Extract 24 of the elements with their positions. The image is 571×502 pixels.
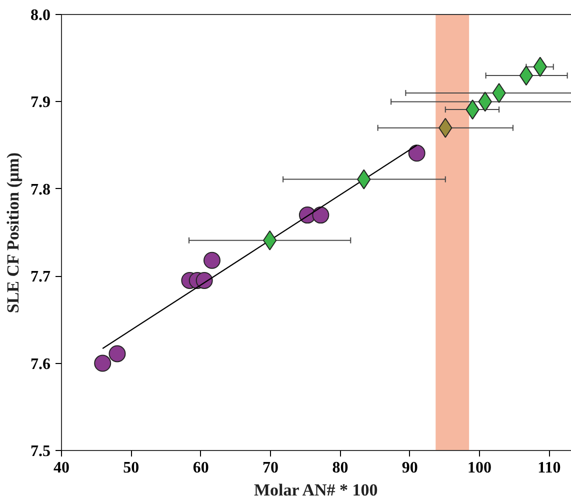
point [203, 252, 220, 269]
y-tick-label: 7.6 [30, 356, 50, 373]
point [94, 354, 112, 372]
point [108, 345, 126, 362]
point [196, 272, 213, 289]
x-tick-label: 70 [262, 460, 279, 476]
y-tick-label: 7.5 [30, 443, 50, 460]
y-tick-label: 7.7 [30, 268, 50, 286]
point [262, 230, 277, 250]
x-tick-label: 110 [538, 460, 561, 476]
point [312, 206, 330, 224]
x-tick-label: 100 [468, 460, 492, 476]
x-tick-label: 40 [54, 460, 70, 476]
point [408, 144, 426, 162]
x-tick-label: 90 [402, 460, 418, 476]
x-tick-label: 80 [332, 460, 348, 476]
y-tick-label: 7.9 [30, 94, 50, 112]
y-tick-label: 8.0 [30, 7, 50, 24]
y-tick-label: 7.8 [30, 181, 50, 198]
x-tick-label: 50 [123, 460, 140, 476]
y-axis-title: SLE CF Position (μm) [4, 152, 22, 314]
point [519, 66, 534, 86]
x-tick-label: 60 [192, 460, 209, 476]
x-axis-title: Molar AN# * 100 [254, 480, 378, 500]
